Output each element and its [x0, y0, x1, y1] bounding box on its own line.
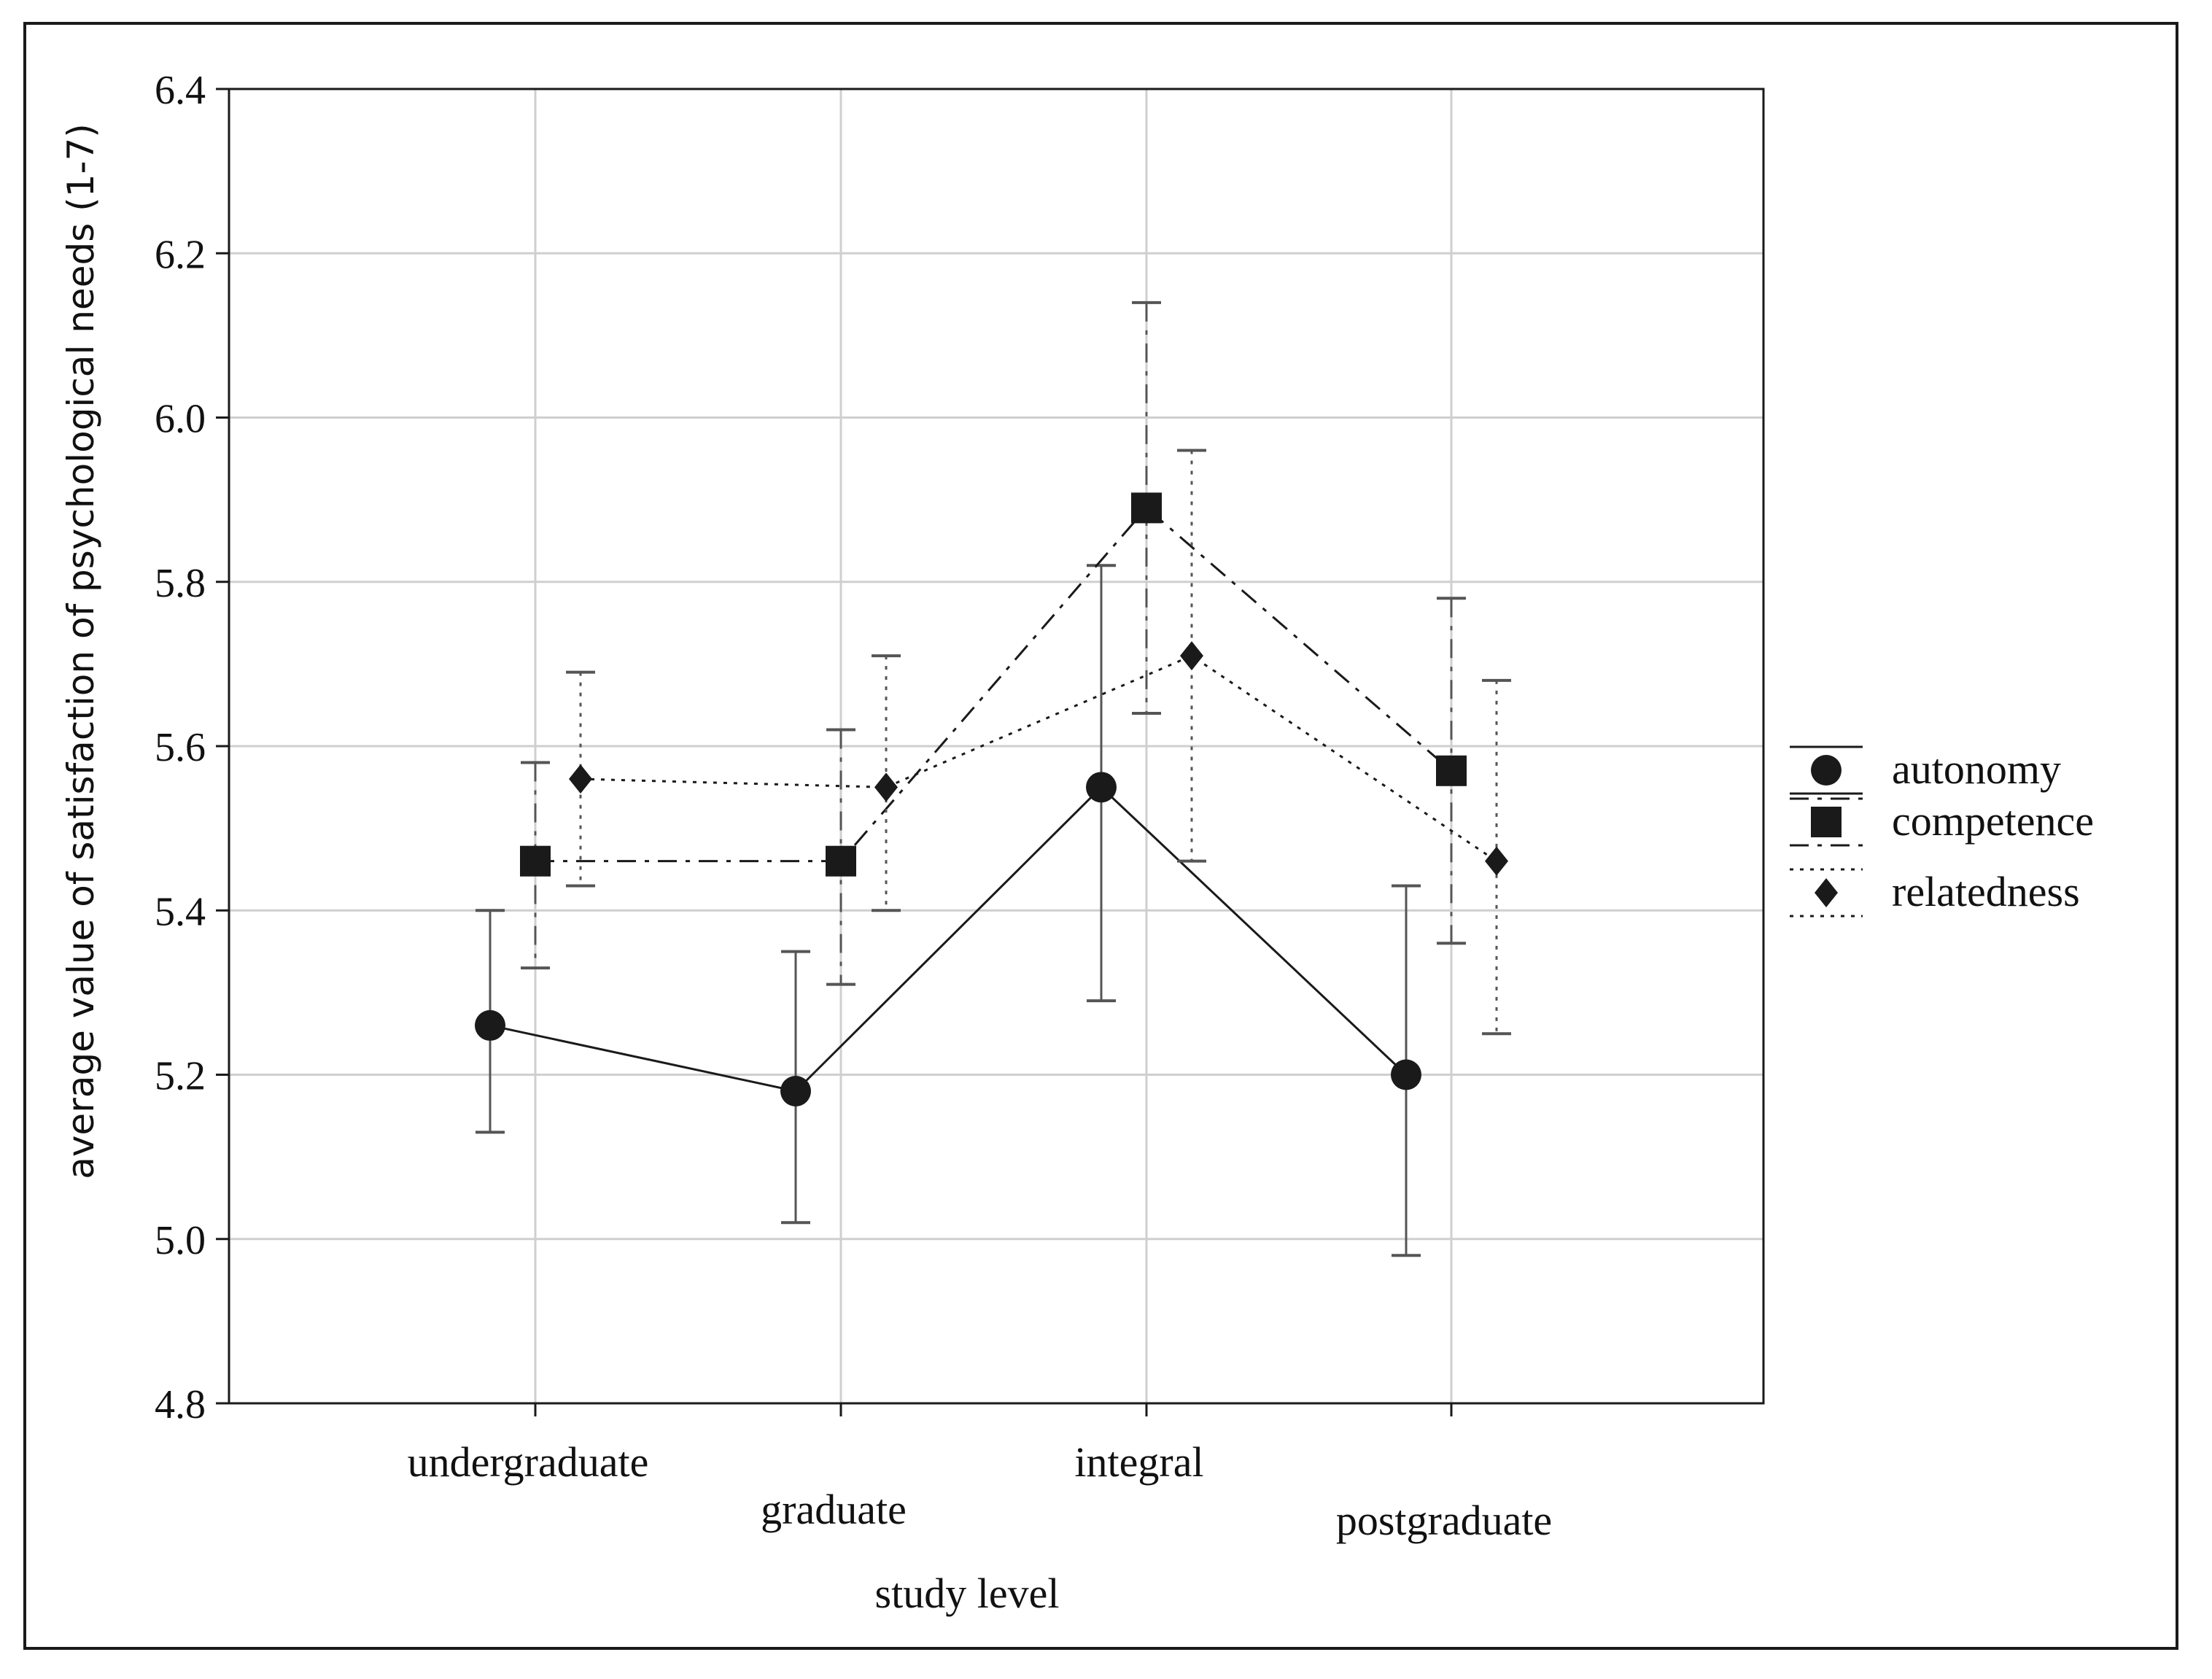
data-point — [780, 1076, 811, 1107]
y-axis-ticks: 4.8 5.0 5.2 5.4 5.6 5.8 6.0 6.2 6.4 — [155, 68, 229, 1427]
y-tick-label: 5.0 — [155, 1218, 206, 1263]
legend-label: autonomy — [1892, 745, 2061, 793]
data-point — [569, 764, 592, 794]
y-tick-label: 5.2 — [155, 1054, 206, 1099]
data-point — [826, 845, 856, 877]
legend-label: relatedness — [1892, 868, 2080, 915]
data-point — [1391, 1059, 1421, 1090]
y-tick-label: 5.4 — [155, 889, 206, 934]
series-competence — [520, 300, 1467, 986]
y-axis-title: average value of satisfaction of psychol… — [60, 123, 102, 1179]
legend-marker-circle — [1811, 755, 1842, 786]
legend-marker-square — [1811, 807, 1842, 837]
series-line — [535, 506, 1452, 863]
y-tick-label: 6.0 — [155, 397, 206, 442]
y-tick-label: 6.4 — [155, 68, 206, 113]
series — [475, 300, 1511, 1257]
x-axis-categories: undergraduate graduate integral postgraduat… — [408, 1403, 1552, 1544]
chart: 4.8 5.0 5.2 5.4 5.6 5.8 6.0 6.2 6.4 undergraduat… — [60, 68, 2094, 1617]
data-point — [1436, 755, 1467, 786]
y-tick-label: 5.6 — [155, 725, 206, 770]
y-tick-label: 4.8 — [155, 1382, 206, 1427]
y-tick-label: 6.2 — [155, 232, 206, 277]
y-tick-label: 5.8 — [155, 561, 206, 606]
grid — [229, 88, 1763, 1405]
x-category-label: integral — [1074, 1438, 1203, 1486]
series-line — [580, 654, 1497, 862]
data-point — [520, 845, 551, 877]
data-point — [1485, 846, 1508, 876]
data-point — [475, 1009, 505, 1041]
plot-area — [228, 88, 1765, 1405]
data-point — [1180, 641, 1203, 671]
data-point — [1086, 772, 1117, 803]
x-category-label: graduate — [761, 1486, 907, 1533]
data-point — [1131, 492, 1162, 524]
series-autonomy — [475, 564, 1421, 1257]
legend-marker-diamond — [1815, 878, 1838, 907]
figure-frame: 4.8 5.0 5.2 5.4 5.6 5.8 6.0 6.2 6.4 undergraduat… — [23, 22, 2178, 1650]
x-category-label: undergraduate — [408, 1438, 649, 1486]
x-axis-title: study level — [875, 1570, 1060, 1617]
series-line — [489, 786, 1408, 1093]
series-relatedness — [566, 449, 1511, 1036]
data-point — [874, 772, 898, 802]
legend-label: competence — [1892, 797, 2094, 845]
x-category-label: postgraduate — [1336, 1497, 1552, 1544]
